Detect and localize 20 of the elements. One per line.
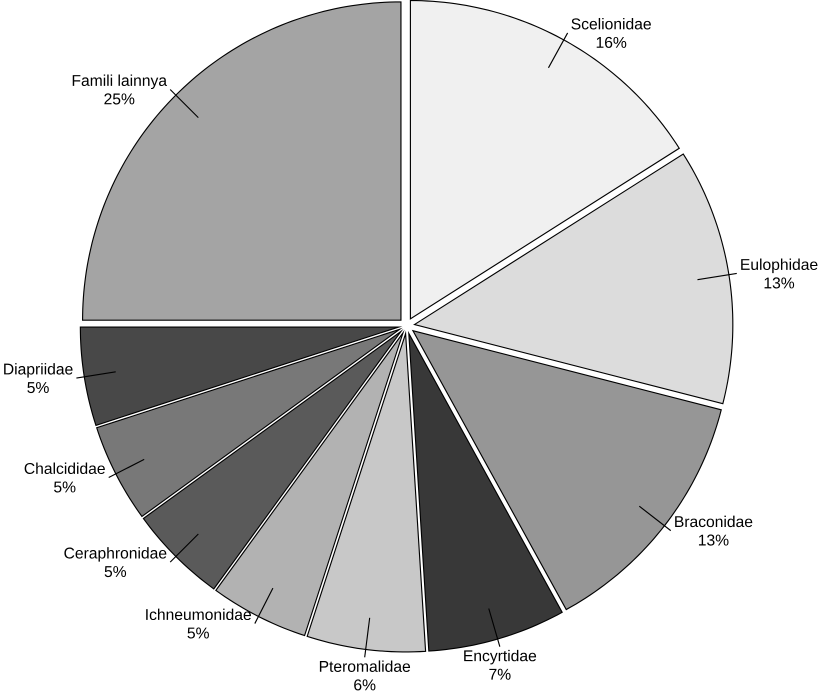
- slice-label: Diapriidae: [4, 362, 73, 378]
- data-label: 25%: [104, 93, 134, 104]
- data-label: 5%: [188, 627, 209, 638]
- data-label: 7%: [489, 668, 511, 680]
- slice-label: Famili lainnya: [72, 74, 168, 89]
- data-label: 16%: [596, 36, 626, 48]
- slice-label: Encyrtidae: [464, 650, 536, 664]
- slice-label: Ichneumonidae: [146, 608, 251, 620]
- data-label: 13%: [698, 534, 729, 546]
- slice-label: Pteromalidae: [320, 660, 410, 672]
- data-label: 6%: [354, 679, 376, 690]
- slice-label: Chalcididae: [24, 462, 105, 474]
- slice-label: Scelionidae: [571, 18, 651, 30]
- data-label: 5%: [27, 382, 49, 393]
- data-label: 5%: [104, 566, 126, 577]
- data-label: 13%: [764, 277, 794, 288]
- slice-label: Eulophidae: [741, 258, 818, 273]
- slice-label: Ceraphronidae: [64, 546, 166, 562]
- slice-label: Braconidae: [675, 516, 752, 528]
- data-label: 5%: [54, 481, 76, 492]
